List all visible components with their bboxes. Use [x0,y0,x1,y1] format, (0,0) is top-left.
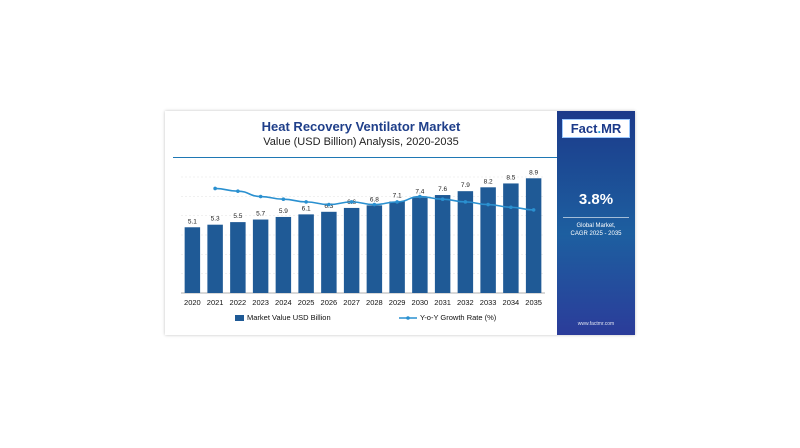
growth-point-2024 [281,197,286,201]
growth-point-2029 [395,200,399,204]
growth-point-2031 [440,197,445,201]
factmr-logo: Fact.MR [562,119,630,138]
data-label-2021: 5.3 [211,216,220,223]
growth-point-2025 [304,200,308,204]
bar-2029 [389,201,405,293]
x-tick-2035: 2035 [525,298,542,307]
sidebar-panel: Fact.MR 3.8% Global Market, CAGR 2025 - … [557,111,635,335]
bar-2032 [457,191,474,293]
data-label-2029: 7.1 [393,192,402,199]
x-tick-2029: 2029 [389,298,406,307]
growth-point-2021 [213,186,217,191]
cagr-label-line1: Global Market, [576,223,616,229]
data-label-2033: 8.2 [484,178,493,185]
data-label-2031: 7.6 [438,186,447,193]
growth-point-2027 [349,200,354,204]
bar-2034 [503,183,519,293]
bar-2028 [366,205,383,293]
x-tick-2033: 2033 [480,298,497,307]
website-link[interactable]: www.factmr.com [577,321,615,327]
logo-text-mr: MR [601,121,622,136]
bar-line-chart: 5.1 2020 5.3 2021 5.5 2022 5.7 2023 5.9 2024 6.1 20… [181,169,545,322]
sidebar-divider [563,217,629,218]
legend-bar-label: Market Value USD Billion [247,313,331,322]
chart-subtitle: Value (USD Billion) Analysis, 2020-2035 [263,136,459,148]
x-tick-2020: 2020 [184,298,201,307]
bar-2031 [434,195,451,293]
x-tick-2027: 2027 [343,298,360,307]
x-tick-2031: 2031 [434,298,451,307]
data-label-2023: 5.7 [256,211,265,218]
data-label-2022: 5.5 [233,213,242,220]
data-label-2035: 8.9 [529,169,538,176]
bar-2024 [275,216,292,293]
bar-2025 [298,214,314,293]
bar-2030 [412,197,428,293]
x-tick-2024: 2024 [275,298,292,307]
bar-2035 [525,178,542,293]
growth-point-2033 [486,202,490,207]
x-tick-2034: 2034 [503,298,520,307]
x-tick-2032: 2032 [457,298,474,307]
data-label-2032: 7.9 [461,182,470,189]
x-tick-2030: 2030 [412,298,429,307]
x-tick-2025: 2025 [298,298,315,307]
bar-2027 [343,207,360,293]
bar-2026 [321,211,337,293]
x-tick-2022: 2022 [230,298,247,307]
x-tick-2026: 2026 [321,298,338,307]
logo-text-dot: . [597,121,602,136]
growth-point-2026 [327,202,331,207]
cagr-value: 3.8% [578,191,614,208]
data-label-2034: 8.5 [506,174,515,181]
data-label-2028: 6.8 [370,196,379,203]
bar-2021 [207,224,223,293]
chart-title: Heat Recovery Ventilator Market [261,119,461,134]
legend-line-marker [406,316,410,320]
title-divider [173,157,557,158]
data-label-2030: 7.4 [415,189,424,196]
data-label-2020: 5.1 [188,218,197,225]
cagr-label-line2: CAGR 2025 - 2035 [570,231,622,237]
growth-point-2023 [258,194,263,199]
bar-2020 [184,227,201,293]
legend-line-label: Y-o-Y Growth Rate (%) [420,313,497,322]
growth-point-2022 [236,189,240,193]
bar-2033 [480,187,496,293]
cagr-label: Global Market, CAGR 2025 - 2035 [557,222,635,238]
x-tick-2021: 2021 [207,298,224,307]
growth-point-2028 [372,202,377,207]
growth-point-2034 [509,205,513,210]
data-label-2024: 5.9 [279,208,288,215]
bar-2023 [252,219,269,293]
bar-2022 [230,222,246,293]
x-tick-2028: 2028 [366,298,383,307]
growth-point-2030 [418,194,422,199]
infographic-card: Heat Recovery Ventilator Market Value (U… [165,111,635,335]
logo-text-fact: Fact [570,121,598,136]
growth-point-2035 [531,208,536,212]
growth-point-2032 [463,200,468,204]
data-label-2025: 6.1 [302,205,311,212]
x-tick-2023: 2023 [252,298,269,307]
legend-bar-swatch [235,315,244,321]
